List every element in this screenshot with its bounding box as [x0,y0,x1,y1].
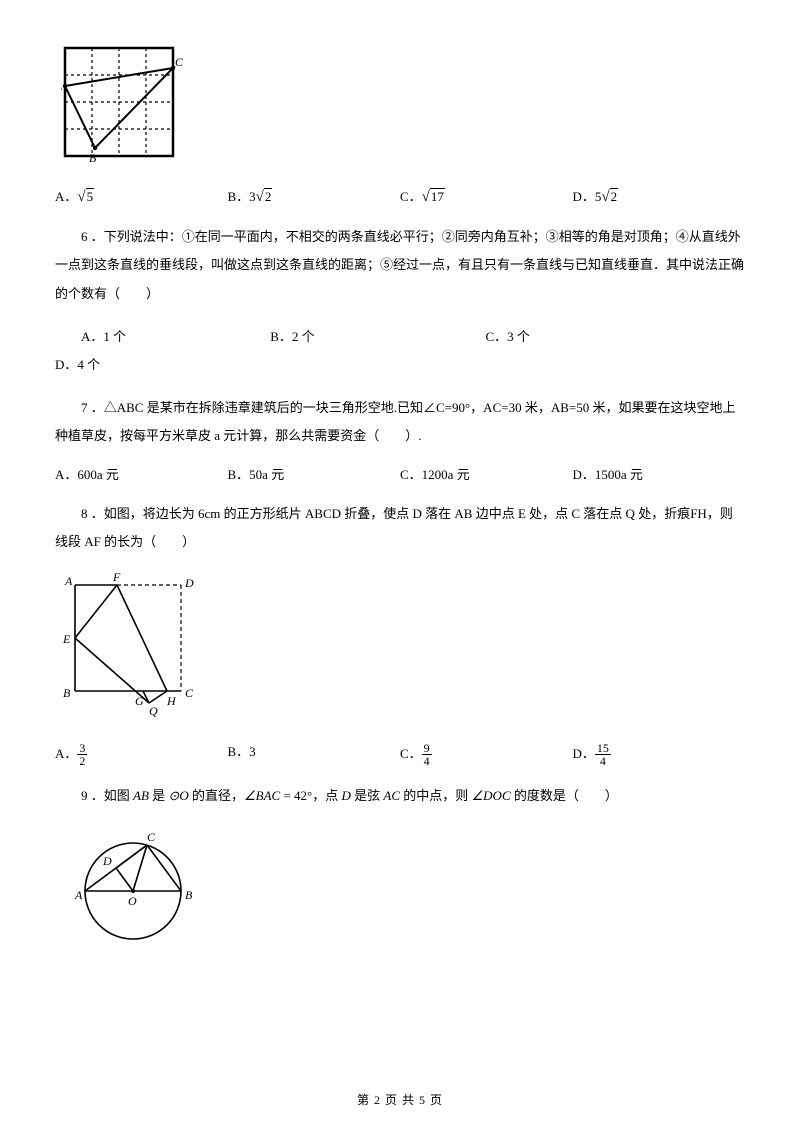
math: ⊙O [168,788,188,803]
svg-text:B: B [63,686,71,700]
q9-text: 9 ．如图 AB 是 ⊙O 的直径，∠BAC = 42°，点 D 是弦 AC 的… [55,782,745,811]
q8-text: 8 ．如图，将边长为 6cm 的正方形纸片 ABCD 折叠，使点 D 落在 AB… [55,500,745,557]
svg-text:A: A [74,888,83,902]
svg-text:O: O [128,894,137,908]
frac-den: 2 [77,755,87,768]
q6-option-b: B．2 个 [270,323,482,352]
t: 的中点，则 [400,788,472,803]
math: ∠BAC [244,788,280,803]
opt-prefix: D． [573,746,595,761]
q8-option-c: C．94 [400,742,573,768]
svg-text:B: B [185,888,193,902]
svg-text:C: C [175,55,184,69]
opt-prefix: D．5 [573,189,602,204]
frac-num: 3 [77,742,87,756]
frac-den: 4 [595,755,611,768]
q6-option-c: C．3 个 [486,323,698,352]
opt-prefix: C． [400,746,422,761]
q5-options: A．√5 B．3√2 C．√17 D．5√2 [55,185,745,209]
frac-num: 15 [595,742,611,756]
q8-options: A．32 B．3 C．94 D．154 [55,742,745,768]
svg-text:A: A [64,574,73,588]
sqrt-arg: 17 [430,188,445,204]
opt-prefix: A． [55,189,77,204]
math: AB [133,788,149,803]
q6-option-a: A．1 个 [55,323,267,352]
q5-grid-figure: A B C [61,44,745,171]
opt-prefix: B．3 [228,189,256,204]
sqrt-arg: 5 [86,188,95,204]
svg-text:F: F [112,571,121,584]
q6-text: 6 ．下列说法中：①在同一平面内，不相交的两条直线必平行；②同旁内角互补；③相等… [55,223,745,309]
frac-den: 4 [422,755,432,768]
q7-option-d: D．1500a 元 [573,465,746,486]
page-footer: 第 2 页 共 5 页 [0,1091,800,1108]
math: AC [383,788,400,803]
t: 的直径， [189,788,244,803]
q5-option-c: C．√17 [400,185,573,209]
frac-num: 9 [422,742,432,756]
svg-text:D: D [102,854,112,868]
opt-prefix: C． [400,189,422,204]
t: 是 [149,788,169,803]
svg-text:Q: Q [149,704,158,718]
svg-text:H: H [166,694,177,708]
sqrt-arg: 2 [264,188,273,204]
q7-option-a: A．600a 元 [55,465,228,486]
t: 9 ．如图 [81,788,133,803]
svg-text:C: C [185,686,194,700]
q9-circle-figure: A B C D O [61,829,745,956]
svg-text:G: G [135,694,144,708]
q7-option-b: B．50a 元 [228,465,401,486]
t: = 42°，点 [280,788,341,803]
q8-option-a: A．32 [55,742,228,768]
q7-text: 7 ．△ABC 是某市在拆除违章建筑后的一块三角形空地.已知∠C=90°，AC=… [55,394,745,451]
t: 的度数是（ ） [511,788,618,803]
q5-option-b: B．3√2 [228,185,401,209]
q7-options: A．600a 元 B．50a 元 C．1200a 元 D．1500a 元 [55,465,745,486]
sqrt-arg: 2 [610,188,619,204]
q8-option-d: D．154 [573,742,746,768]
q5-option-a: A．√5 [55,185,228,209]
opt-prefix: A． [55,746,77,761]
q8-fold-figure: A F D E B G Q H C [61,571,745,728]
svg-text:E: E [62,632,71,646]
t: 是弦 [351,788,384,803]
svg-text:B: B [89,151,97,164]
q7-option-c: C．1200a 元 [400,465,573,486]
math: D [341,788,350,803]
math: ∠DOC [472,788,511,803]
svg-text:C: C [147,830,156,844]
svg-text:A: A [61,79,63,93]
q5-option-d: D．5√2 [573,185,746,209]
q6-option-d: D．4 个 [55,351,100,380]
q6-options: A．1 个 B．2 个 C．3 个 D．4 个 [55,323,745,380]
q8-option-b: B．3 [228,742,401,768]
svg-text:D: D [184,576,194,590]
